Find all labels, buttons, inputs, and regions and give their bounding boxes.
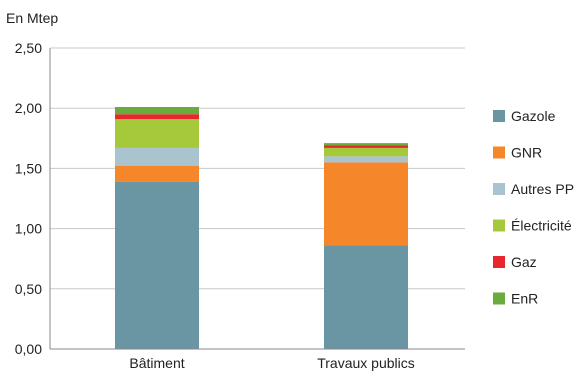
bar-segment <box>115 106 199 115</box>
bar-segment <box>115 119 199 148</box>
bar-segment <box>324 156 408 163</box>
y-tick-label: 0,00 <box>15 341 42 357</box>
bar-segment <box>115 147 199 166</box>
legend-swatch <box>493 146 505 159</box>
bar-segment <box>324 145 408 148</box>
y-tick-label: 1,00 <box>15 221 42 237</box>
bar-segment <box>115 181 199 349</box>
bar-segment <box>115 114 199 120</box>
y-axis-unit-label: En Mtep <box>6 10 59 26</box>
legend-label: Autres PP <box>511 181 574 197</box>
y-tick-label: 0,50 <box>15 281 42 297</box>
legend-swatch <box>493 110 505 122</box>
legend-label: GNR <box>511 145 542 161</box>
bar-segment <box>115 165 199 182</box>
bar-segment <box>324 162 408 246</box>
legend-swatch <box>493 256 505 268</box>
bar-segment <box>324 147 408 157</box>
legend-label: Gaz <box>511 254 537 270</box>
x-tick-label: Travaux publics <box>317 355 415 371</box>
bar-segment <box>324 143 408 146</box>
legend-swatch <box>493 183 505 195</box>
bar-segment <box>324 245 408 349</box>
legend-label: EnR <box>511 291 538 307</box>
y-tick-label: 2,00 <box>15 100 42 116</box>
legend-label: Gazole <box>511 108 556 124</box>
legend-swatch <box>493 219 505 232</box>
y-tick-label: 1,50 <box>15 160 42 176</box>
legend-swatch <box>493 292 505 305</box>
legend-label: Électricité <box>511 218 572 234</box>
x-tick-label: Bâtiment <box>129 355 184 371</box>
y-tick-label: 2,50 <box>15 40 42 56</box>
